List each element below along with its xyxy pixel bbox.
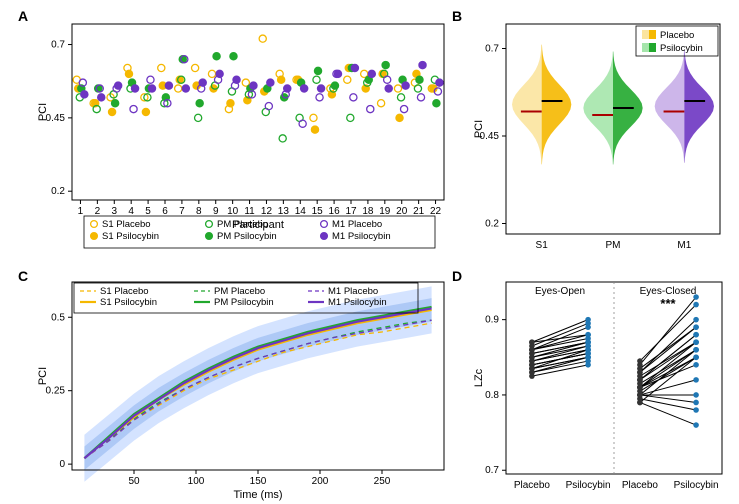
svg-text:S1 Psilocybin: S1 Psilocybin [100, 297, 157, 308]
svg-text:0.2: 0.2 [485, 219, 499, 230]
svg-text:15: 15 [312, 206, 324, 217]
svg-text:Psilocybin: Psilocybin [566, 480, 611, 491]
svg-text:0.8: 0.8 [485, 390, 499, 401]
svg-text:5: 5 [145, 206, 151, 217]
svg-text:PM Psilocybin: PM Psilocybin [214, 297, 274, 308]
svg-text:M1 Psilocybin: M1 Psilocybin [328, 297, 387, 308]
svg-text:2: 2 [95, 206, 101, 217]
svg-text:PM Psilocybin: PM Psilocybin [217, 231, 277, 242]
svg-text:18: 18 [362, 206, 374, 217]
svg-text:8: 8 [196, 206, 202, 217]
svg-text:22: 22 [430, 206, 442, 217]
svg-text:200: 200 [312, 476, 329, 487]
svg-text:PCI: PCI [473, 120, 485, 138]
svg-text:4: 4 [128, 206, 134, 217]
svg-text:Placebo: Placebo [660, 30, 694, 41]
svg-text:0.9: 0.9 [485, 315, 499, 326]
svg-text:***: *** [660, 296, 676, 311]
svg-text:0.5: 0.5 [51, 312, 65, 323]
svg-text:12: 12 [261, 206, 273, 217]
svg-text:20: 20 [396, 206, 408, 217]
svg-text:3: 3 [111, 206, 117, 217]
svg-text:16: 16 [329, 206, 341, 217]
svg-text:Eyes-Open: Eyes-Open [535, 286, 585, 297]
panel-c-curves: 0 0.25 0.5 50 100 150 200 250 Time (ms) PCI S1 Pla… [32, 272, 452, 502]
svg-text:M1 Psilocybin: M1 Psilocybin [332, 231, 391, 242]
svg-text:9: 9 [213, 206, 219, 217]
svg-text:M1: M1 [677, 240, 691, 251]
svg-text:100: 100 [188, 476, 205, 487]
svg-text:Placebo: Placebo [622, 480, 659, 491]
svg-text:0.25: 0.25 [46, 386, 66, 397]
svg-text:Psilocybin: Psilocybin [674, 480, 719, 491]
svg-text:0.7: 0.7 [485, 44, 499, 55]
svg-text:150: 150 [250, 476, 267, 487]
svg-text:M1 Placebo: M1 Placebo [328, 286, 378, 297]
svg-text:13: 13 [278, 206, 290, 217]
svg-text:7: 7 [179, 206, 185, 217]
svg-text:S1 Placebo: S1 Placebo [102, 219, 151, 230]
svg-text:6: 6 [162, 206, 168, 217]
svg-text:0.2: 0.2 [51, 186, 65, 197]
panel-a-scatter: 0.20.450.7123456789101112131415161718192… [32, 12, 452, 262]
svg-text:PM Placebo: PM Placebo [214, 286, 265, 297]
svg-text:PM: PM [606, 240, 621, 251]
svg-text:21: 21 [413, 206, 425, 217]
panel-b-violin: 0.20.450.7PCIS1PMM1PlaceboPsilocybin [468, 12, 728, 262]
svg-text:S1 Placebo: S1 Placebo [100, 286, 149, 297]
panel-a-label: A [18, 8, 28, 24]
svg-text:Placebo: Placebo [514, 480, 551, 491]
svg-text:14: 14 [295, 206, 307, 217]
svg-text:PM Placebo: PM Placebo [217, 219, 268, 230]
svg-text:PCI: PCI [37, 103, 49, 121]
svg-text:LZc: LZc [473, 368, 485, 387]
svg-text:19: 19 [379, 206, 391, 217]
svg-text:10: 10 [227, 206, 239, 217]
panel-c-label: C [18, 268, 28, 284]
svg-text:0.7: 0.7 [485, 465, 499, 476]
svg-text:Time (ms): Time (ms) [233, 489, 282, 501]
svg-text:0.7: 0.7 [51, 40, 65, 51]
svg-text:50: 50 [128, 476, 140, 487]
svg-text:S1 Psilocybin: S1 Psilocybin [102, 231, 159, 242]
svg-text:1: 1 [78, 206, 84, 217]
svg-text:S1: S1 [536, 240, 549, 251]
panel-b-label: B [452, 8, 462, 24]
svg-text:17: 17 [345, 206, 357, 217]
svg-text:Psilocybin: Psilocybin [660, 43, 703, 54]
svg-text:M1 Placebo: M1 Placebo [332, 219, 382, 230]
svg-text:0: 0 [59, 459, 65, 470]
svg-text:250: 250 [374, 476, 391, 487]
panel-d-label: D [452, 268, 462, 284]
svg-text:PCI: PCI [37, 367, 49, 385]
panel-d-paired: 0.70.80.9LZcEyes-OpenEyes-Closed***Place… [468, 272, 728, 502]
svg-text:11: 11 [244, 206, 255, 217]
